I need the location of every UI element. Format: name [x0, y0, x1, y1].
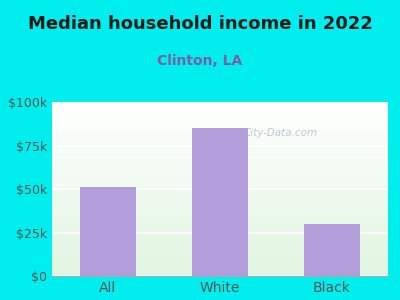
Text: City-Data.com: City-Data.com — [244, 128, 318, 138]
Bar — [80, 187, 136, 276]
Bar — [192, 128, 248, 276]
Text: Median household income in 2022: Median household income in 2022 — [28, 15, 372, 33]
Bar — [304, 224, 360, 276]
Text: Clinton, LA: Clinton, LA — [157, 54, 243, 68]
